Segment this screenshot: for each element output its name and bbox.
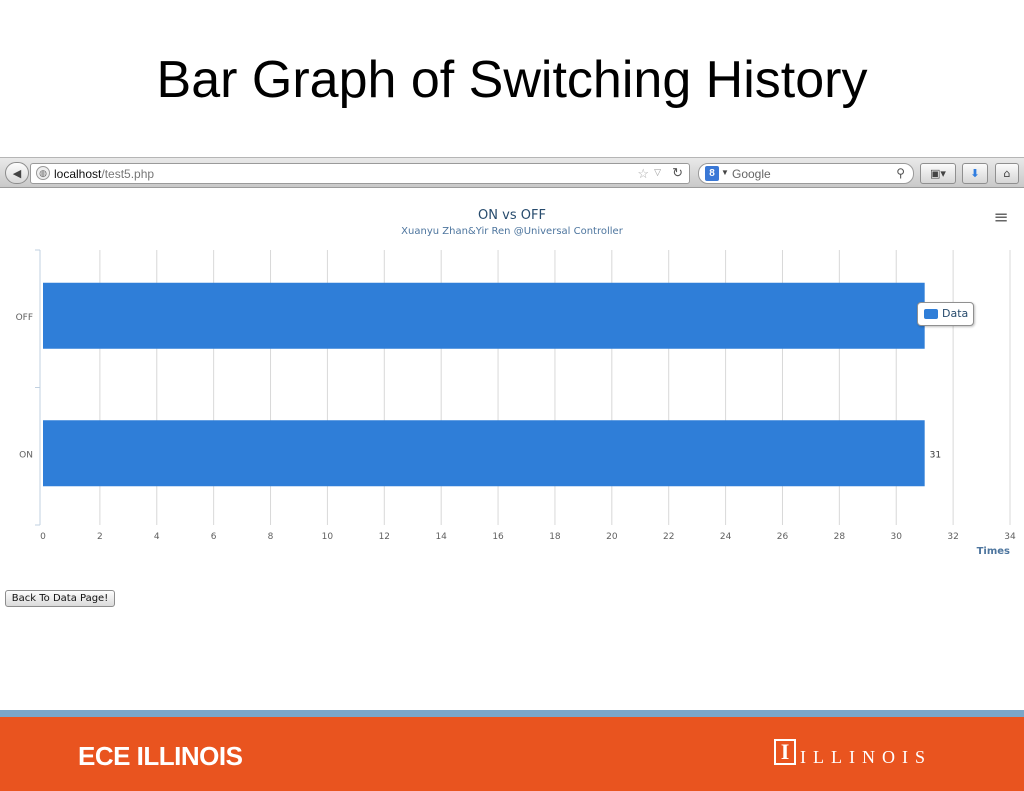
legend-swatch <box>924 309 938 319</box>
url-path: /test5.php <box>101 167 155 181</box>
footer-illinois-wordmark: ILLINOIS <box>800 747 932 767</box>
slide-title: Bar Graph of Switching History <box>156 51 868 109</box>
value-axis-title: Times <box>977 546 1010 557</box>
x-tick-label: 28 <box>834 532 846 542</box>
chart-legend[interactable]: Data <box>917 302 974 326</box>
chevron-down-icon[interactable]: ▼ <box>721 168 729 177</box>
x-tick-label: 34 <box>1004 532 1016 542</box>
url-text: localhost/test5.php <box>54 167 154 181</box>
bar-off <box>43 282 925 349</box>
x-tick-label: 12 <box>379 532 390 542</box>
back-arrow-icon[interactable]: ◀ <box>5 162 29 184</box>
x-tick-label: 32 <box>947 532 958 542</box>
x-tick-label: 26 <box>777 532 789 542</box>
x-tick-label: 20 <box>606 532 618 542</box>
x-tick-label: 30 <box>891 532 903 542</box>
y-category-label: ON <box>19 450 33 460</box>
address-bar[interactable]: ◍ localhost/test5.php ☆ ▽ ↻ <box>30 163 690 184</box>
x-tick-label: 4 <box>154 532 160 542</box>
reload-icon[interactable]: ↻ <box>672 165 683 180</box>
legend-label: Data <box>942 307 969 320</box>
chart-title: ON vs OFF <box>478 208 546 223</box>
data-label: 31 <box>930 450 941 460</box>
bar-on <box>43 420 925 487</box>
chart-subtitle: Xuanyu Zhan&Yir Ren @Universal Controlle… <box>401 226 623 237</box>
bookmarks-menu-button[interactable]: ▣▾ <box>920 163 956 184</box>
download-arrow-icon: ⬇ <box>970 167 980 180</box>
x-tick-label: 2 <box>97 532 103 542</box>
footer-ece-illinois: ECE ILLINOIS <box>78 741 243 771</box>
x-tick-label: 6 <box>211 532 217 542</box>
home-icon: ⌂ <box>1003 167 1011 180</box>
x-tick-label: 8 <box>268 532 274 542</box>
home-button[interactable]: ⌂ <box>995 163 1019 184</box>
browser-toolbar: ◀ ◍ localhost/test5.php ☆ ▽ ↻ 8 ▼ Google… <box>0 157 1024 188</box>
x-tick-label: 0 <box>40 532 46 542</box>
history-dropdown-icon[interactable]: ▽ <box>654 167 661 177</box>
search-icon[interactable]: ⚲ <box>896 166 905 180</box>
google-icon[interactable]: 8 <box>705 166 719 181</box>
x-tick-label: 10 <box>322 532 334 542</box>
x-tick-label: 22 <box>663 532 674 542</box>
x-tick-label: 16 <box>492 532 504 542</box>
footer-bar: ECE ILLINOIS I ILLINOIS <box>0 717 1024 791</box>
y-category-label: OFF <box>16 313 33 323</box>
search-input[interactable]: 8 ▼ Google ⚲ <box>698 163 914 184</box>
illinois-logo-icon: I <box>774 739 796 765</box>
x-tick-label: 14 <box>435 532 447 542</box>
x-tick-label: 18 <box>549 532 561 542</box>
back-to-data-page-button[interactable]: Back To Data Page! <box>5 590 115 607</box>
search-placeholder: Google <box>732 167 771 181</box>
download-button[interactable]: ⬇ <box>962 163 988 184</box>
url-host: localhost <box>54 167 102 181</box>
bookmarks-icon: ▣▾ <box>930 167 946 180</box>
footer-stripe <box>0 710 1024 717</box>
logo-letter: I <box>780 739 790 764</box>
hamburger-icon[interactable]: ≡ <box>993 207 1009 228</box>
bookmark-star-icon[interactable]: ☆ <box>637 166 649 181</box>
globe-icon: ◍ <box>36 166 50 180</box>
x-tick-label: 24 <box>720 532 732 542</box>
